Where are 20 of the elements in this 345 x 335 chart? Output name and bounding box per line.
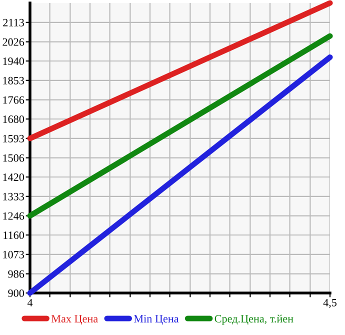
y-tick-label: 1160 (4, 231, 24, 239)
y-tick-label: 1506 (3, 154, 24, 162)
y-tick-label: 1246 (3, 212, 24, 220)
legend-label: Сред.Цена, т.йен (214, 314, 294, 325)
y-tick-label: 1073 (3, 250, 24, 258)
y-tick-label: 1853 (3, 76, 24, 84)
y-tick-label: 1940 (3, 57, 24, 65)
y-tick-label: 1766 (3, 96, 24, 104)
legend-label: Max Цена (51, 315, 98, 325)
y-tick-label: 2026 (2, 38, 24, 46)
y-tick-label: 1420 (3, 173, 24, 181)
x-tick-label: 4 (27, 298, 33, 306)
legend-label: Min Цена (134, 315, 179, 325)
y-tick-label: 986 (8, 270, 24, 278)
y-tick-label: 1333 (3, 192, 24, 200)
y-tick-label: 1593 (3, 134, 24, 142)
x-tick-label: 4,5 (323, 298, 337, 308)
y-tick-label: 2113 (3, 18, 24, 26)
y-tick-label: 1680 (3, 115, 24, 123)
y-tick-label: 900 (8, 289, 24, 297)
